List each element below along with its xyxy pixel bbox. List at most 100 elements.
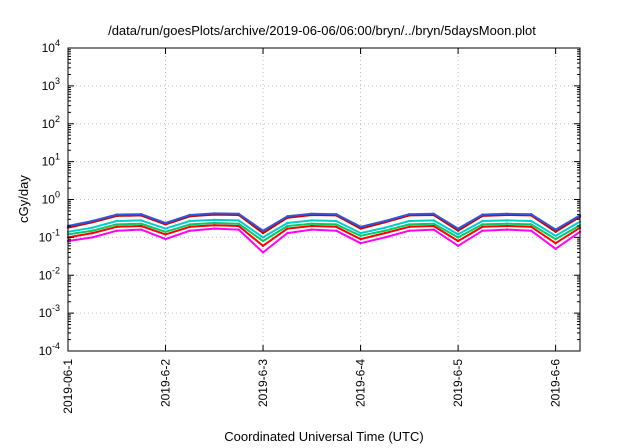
data-point: [139, 228, 143, 231]
data-point: [456, 236, 460, 239]
x-tick-label: 2019-6-6: [549, 359, 563, 407]
y-tick-label: 10-1: [39, 227, 60, 244]
data-point: [530, 225, 533, 228]
data-point: [554, 237, 557, 241]
data-point: [91, 219, 94, 223]
series-line-5: [67, 213, 581, 235]
data-point: [359, 231, 362, 235]
data-point: [115, 225, 119, 228]
y-axis: 10-4 10-3 10-2 10-1 100 101 102 103 104: [39, 38, 580, 358]
data-point: [188, 225, 192, 228]
data-point: [261, 229, 265, 232]
data-point: [505, 212, 509, 215]
data-point: [383, 219, 387, 223]
data-point: [456, 233, 460, 236]
series-line-2: [67, 224, 581, 247]
data-point: [310, 212, 313, 215]
data-point: [164, 230, 167, 233]
data-point: [261, 236, 265, 239]
data-point: [481, 213, 484, 216]
x-tick-label: 2019-06-1: [61, 359, 75, 414]
data-point: [213, 224, 216, 227]
data-point: [310, 224, 313, 228]
x-tick-label: 2019-6-3: [256, 359, 270, 407]
data-point: [261, 244, 265, 247]
y-tick-label: 102: [42, 114, 60, 131]
data-point: [530, 213, 533, 216]
data-point: [505, 228, 509, 231]
data-point: [310, 219, 313, 222]
data-point: [139, 219, 143, 222]
data-point: [408, 225, 411, 228]
data-point: [164, 227, 167, 230]
data-point: [456, 239, 460, 243]
data-point: [530, 223, 533, 226]
data-point: [505, 219, 509, 222]
data-point: [432, 222, 435, 225]
data-point: [164, 221, 167, 225]
data-point: [383, 236, 387, 239]
data-point: [359, 227, 362, 230]
data-point: [359, 234, 362, 237]
data-point: [408, 229, 411, 232]
data-point: [213, 212, 216, 215]
data-point: [481, 223, 484, 226]
data-point: [530, 229, 533, 232]
data-point: [481, 225, 484, 228]
data-point: [554, 230, 557, 233]
data-point: [432, 219, 435, 222]
data-point: [188, 229, 192, 232]
data-point: [554, 242, 557, 245]
data-point: [432, 212, 435, 215]
x-tick-label: 2019-6-5: [451, 359, 465, 407]
data-point: [115, 223, 119, 226]
x-tick-label: 2019-6-4: [354, 359, 368, 407]
data-point: [188, 213, 192, 217]
data-point: [481, 229, 484, 232]
data-point: [286, 224, 289, 228]
series-line-1: [67, 227, 581, 254]
data-point: [91, 229, 94, 232]
data-point: [91, 231, 94, 235]
data-point: [335, 229, 338, 232]
data-point: [335, 225, 338, 228]
data-point: [554, 247, 557, 250]
data-point: [383, 226, 387, 229]
data-point: [261, 239, 265, 243]
data-point: [335, 213, 338, 216]
data-point: [213, 218, 216, 222]
data-point: [286, 215, 289, 218]
grid: [68, 48, 580, 351]
data-point: [115, 219, 119, 223]
data-point: [286, 221, 289, 225]
y-tick-label: 10-3: [39, 303, 60, 320]
data-point: [286, 227, 289, 230]
data-point: [335, 219, 338, 223]
y-tick-label: 104: [42, 38, 60, 55]
y-tick-label: 100: [42, 190, 60, 207]
data-point: [188, 223, 192, 226]
data-point: [359, 225, 362, 228]
x-axis: 2019-06-1 2019-6-2 2019-6-3 2019-6-4 2019-6-…: [61, 48, 563, 414]
data-point: [481, 219, 484, 223]
y-tick-label: 10-4: [39, 341, 60, 358]
data-point: [335, 223, 338, 226]
y-tick-label: 103: [42, 76, 60, 93]
data-point: [237, 222, 240, 225]
data-point: [115, 213, 119, 216]
data-point: [408, 223, 411, 226]
data-point: [530, 219, 533, 223]
data-point: [261, 231, 265, 235]
data-point: [237, 228, 240, 231]
data-point: [213, 221, 216, 225]
data-point: [91, 226, 94, 229]
series-line-4: [67, 218, 581, 239]
data-point: [432, 228, 435, 231]
data-point: [359, 242, 362, 245]
data-point: [213, 227, 216, 230]
data-point: [237, 219, 240, 222]
series-line-6: [67, 212, 581, 232]
y-tick-label: 10-2: [39, 265, 60, 282]
data-point: [456, 244, 460, 247]
y-axis-label: cGy/day: [16, 175, 31, 223]
